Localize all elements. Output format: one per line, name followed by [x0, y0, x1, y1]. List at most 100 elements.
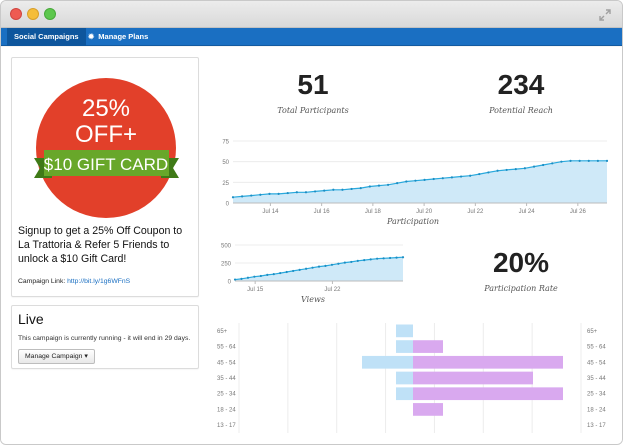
- data-point: [292, 269, 295, 273]
- live-card: Live This campaign is currently running …: [11, 305, 199, 369]
- x-tick-label: Jul 22: [467, 209, 484, 215]
- age-label-right: 25 - 34: [587, 392, 606, 398]
- reach-value: 234: [497, 69, 545, 100]
- tab-social-campaigns[interactable]: Social Campaigns: [7, 28, 86, 46]
- y-tick-label: 25: [222, 181, 229, 187]
- age-label-right: 55 - 64: [587, 345, 606, 351]
- data-point: [233, 278, 237, 281]
- x-tick-label: Jul 15: [247, 287, 264, 293]
- live-title: Live: [18, 311, 44, 327]
- data-point: [330, 263, 334, 266]
- y-tick-label: 500: [221, 244, 232, 250]
- x-tick-label: Jul 16: [314, 209, 331, 215]
- campaign-link[interactable]: http://bit.ly/1g6WFnS: [67, 278, 131, 285]
- campaign-link-label: Campaign Link:: [18, 278, 66, 285]
- bar-series-a: [396, 324, 413, 338]
- data-point: [268, 192, 271, 196]
- data-point: [401, 256, 405, 259]
- data-point: [250, 194, 253, 197]
- gear-icon: ✹: [88, 32, 95, 41]
- data-point: [341, 188, 344, 191]
- age-label-right: 65+: [587, 329, 598, 335]
- data-point: [395, 256, 398, 259]
- data-point: [514, 168, 517, 171]
- data-point: [332, 188, 335, 191]
- tab-label: Social Campaigns: [14, 32, 79, 41]
- bar-series-b: [413, 355, 563, 369]
- participation-rate-value: 20%: [492, 247, 550, 278]
- y-tick-label: 0: [226, 202, 230, 208]
- views-caption: Views: [301, 295, 325, 304]
- data-point: [363, 259, 366, 262]
- age-label-right: 35 - 44: [587, 376, 606, 382]
- data-point: [605, 159, 609, 162]
- data-point: [578, 159, 581, 162]
- minimize-window-button[interactable]: [27, 8, 39, 20]
- data-point: [469, 174, 472, 177]
- data-point: [231, 196, 235, 199]
- expand-icon[interactable]: [598, 8, 612, 22]
- data-point: [356, 259, 359, 262]
- bar-series-a: [396, 340, 413, 353]
- participation-rate-label: Participation Rate: [484, 284, 558, 293]
- data-point: [259, 274, 262, 278]
- bar-series-a: [396, 387, 413, 401]
- age-label-left: 55 - 64: [217, 345, 236, 351]
- data-point: [324, 264, 327, 267]
- bar-series-b: [413, 387, 563, 401]
- stat-participants: 51 Total Participants: [263, 69, 363, 115]
- data-point: [253, 275, 256, 278]
- data-point: [323, 189, 326, 192]
- data-point: [532, 165, 536, 168]
- data-point: [304, 267, 308, 270]
- series-area: [233, 160, 607, 203]
- x-tick-label: Jul 24: [519, 209, 536, 215]
- promo-card: 25% OFF+ $10 GIFT CARD Signup to get a 2…: [11, 57, 199, 297]
- series-line: [232, 160, 607, 198]
- y-tick-label: 0: [228, 280, 232, 286]
- data-point: [386, 183, 390, 186]
- age-label-left: 18 - 24: [217, 407, 236, 413]
- data-point: [396, 182, 399, 185]
- data-point: [368, 185, 371, 188]
- data-point: [241, 195, 244, 198]
- manage-campaign-button[interactable]: Manage Campaign ▾: [18, 349, 95, 364]
- caret-down-icon: ▾: [84, 353, 88, 360]
- age-label-left: 35 - 44: [217, 376, 236, 382]
- main-content: 25% OFF+ $10 GIFT CARD Signup to get a 2…: [1, 47, 622, 444]
- data-point: [478, 172, 481, 176]
- age-label-right: 18 - 24: [587, 407, 606, 413]
- data-point: [279, 271, 282, 275]
- age-label-right: 45 - 54: [587, 360, 606, 366]
- tab-manage-plans[interactable]: ✹ Manage Plans: [81, 28, 155, 46]
- data-point: [240, 277, 243, 280]
- x-tick-label: Jul 26: [570, 209, 587, 215]
- title-bar: [1, 1, 622, 28]
- age-label-left: 45 - 54: [217, 360, 236, 366]
- data-point: [523, 167, 527, 170]
- x-tick-label: Jul 14: [262, 209, 279, 215]
- data-point: [317, 265, 321, 268]
- x-tick-label: Jul 22: [324, 287, 341, 293]
- y-tick-label: 50: [222, 160, 229, 166]
- close-window-button[interactable]: [10, 8, 22, 20]
- data-point: [542, 163, 545, 167]
- data-point: [304, 191, 308, 194]
- stat-reach: 234 Potential Reach: [471, 69, 571, 115]
- data-point: [569, 159, 572, 162]
- age-label-left: 13 - 17: [217, 423, 236, 429]
- data-point: [311, 266, 314, 269]
- age-label-right: 13 - 17: [587, 423, 606, 429]
- data-point: [246, 276, 250, 279]
- promo-description: Signup to get a 25% Off Coupon to La Tra…: [18, 225, 183, 265]
- x-tick-label: Jul 18: [365, 209, 382, 215]
- data-point: [377, 184, 381, 187]
- zoom-window-button[interactable]: [44, 8, 56, 20]
- y-tick-label: 75: [222, 140, 229, 146]
- participants-label: Total Participants: [277, 106, 349, 115]
- data-point: [350, 187, 353, 191]
- data-point: [423, 178, 426, 181]
- data-point: [382, 257, 385, 260]
- badge-discount: 25%: [82, 95, 130, 122]
